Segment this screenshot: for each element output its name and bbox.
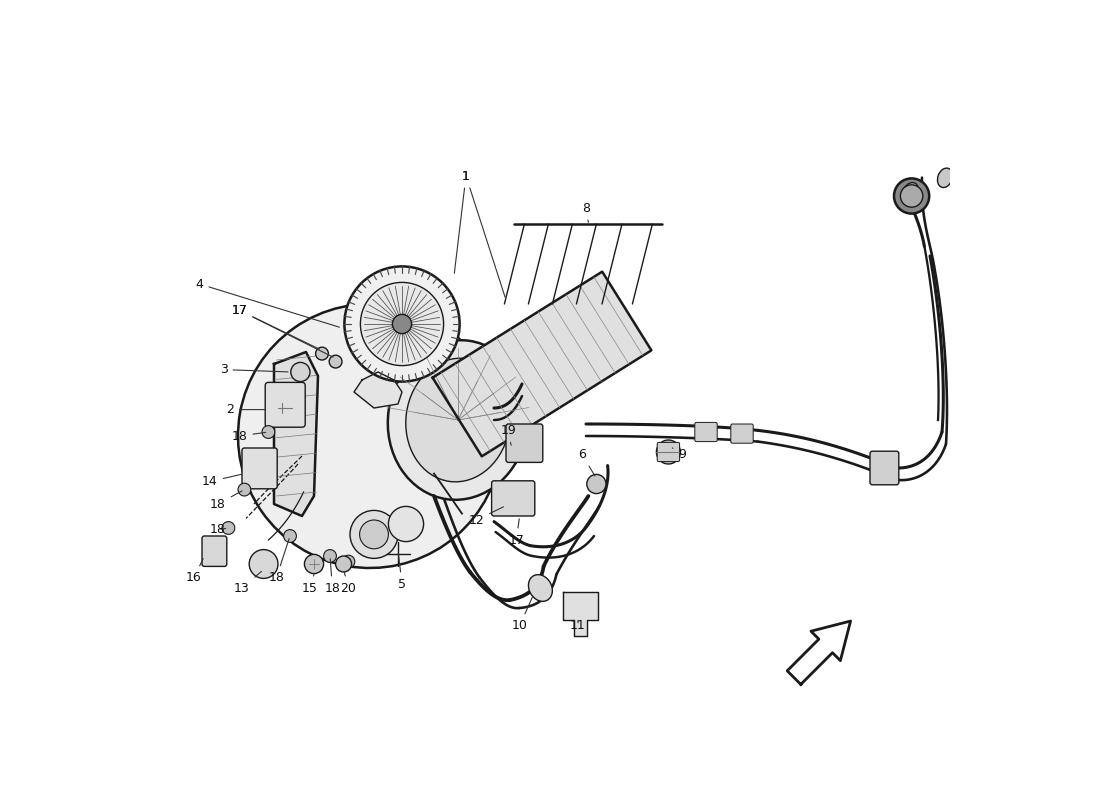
Circle shape bbox=[657, 440, 681, 464]
Text: 1: 1 bbox=[462, 170, 505, 298]
FancyBboxPatch shape bbox=[506, 424, 542, 462]
Text: 17: 17 bbox=[232, 304, 333, 357]
Polygon shape bbox=[563, 592, 598, 636]
Text: 2: 2 bbox=[227, 403, 265, 416]
Text: 18: 18 bbox=[232, 430, 265, 442]
Text: 6: 6 bbox=[579, 448, 595, 476]
Polygon shape bbox=[788, 621, 850, 684]
Polygon shape bbox=[274, 352, 318, 516]
Circle shape bbox=[336, 556, 352, 572]
FancyBboxPatch shape bbox=[265, 382, 305, 427]
Circle shape bbox=[222, 522, 234, 534]
Circle shape bbox=[586, 474, 606, 494]
Text: 18: 18 bbox=[324, 558, 340, 594]
Text: 1: 1 bbox=[454, 170, 470, 274]
Text: 14: 14 bbox=[202, 474, 242, 488]
Circle shape bbox=[316, 347, 329, 360]
Circle shape bbox=[329, 355, 342, 368]
Text: 16: 16 bbox=[186, 558, 204, 584]
Ellipse shape bbox=[902, 182, 918, 202]
Polygon shape bbox=[354, 372, 402, 408]
Circle shape bbox=[305, 554, 323, 574]
Ellipse shape bbox=[238, 304, 502, 568]
FancyBboxPatch shape bbox=[242, 448, 277, 489]
FancyBboxPatch shape bbox=[492, 481, 535, 516]
Text: 10: 10 bbox=[512, 596, 532, 632]
Text: 19: 19 bbox=[500, 424, 516, 446]
Circle shape bbox=[238, 483, 251, 496]
Circle shape bbox=[360, 520, 388, 549]
Text: 9: 9 bbox=[672, 448, 686, 461]
Text: 18: 18 bbox=[210, 491, 242, 510]
Circle shape bbox=[388, 506, 424, 542]
FancyBboxPatch shape bbox=[695, 422, 717, 442]
FancyBboxPatch shape bbox=[202, 536, 227, 566]
Polygon shape bbox=[432, 272, 651, 456]
FancyBboxPatch shape bbox=[657, 442, 680, 462]
Circle shape bbox=[344, 266, 460, 382]
FancyBboxPatch shape bbox=[730, 424, 754, 443]
Ellipse shape bbox=[528, 574, 552, 602]
Circle shape bbox=[393, 314, 411, 334]
Text: 12: 12 bbox=[469, 507, 504, 526]
Text: 15: 15 bbox=[302, 574, 318, 594]
Text: 4: 4 bbox=[196, 278, 339, 327]
Circle shape bbox=[361, 282, 443, 366]
Circle shape bbox=[323, 550, 337, 562]
Text: 13: 13 bbox=[234, 571, 262, 594]
Circle shape bbox=[262, 426, 275, 438]
Text: 8: 8 bbox=[582, 202, 590, 222]
Text: 11: 11 bbox=[570, 619, 586, 632]
Circle shape bbox=[250, 550, 278, 578]
Text: 20: 20 bbox=[341, 572, 356, 594]
FancyBboxPatch shape bbox=[870, 451, 899, 485]
Text: 5: 5 bbox=[398, 553, 406, 590]
Text: 18: 18 bbox=[268, 538, 289, 584]
Text: 17: 17 bbox=[508, 518, 525, 546]
Circle shape bbox=[894, 178, 930, 214]
Circle shape bbox=[290, 362, 310, 382]
Ellipse shape bbox=[388, 340, 528, 500]
Ellipse shape bbox=[937, 168, 953, 187]
Circle shape bbox=[284, 530, 296, 542]
Text: 18: 18 bbox=[210, 523, 225, 536]
Text: 3: 3 bbox=[220, 363, 288, 376]
Ellipse shape bbox=[406, 358, 510, 482]
Circle shape bbox=[342, 555, 355, 568]
Text: 17: 17 bbox=[232, 304, 319, 349]
Circle shape bbox=[901, 185, 923, 207]
Circle shape bbox=[350, 510, 398, 558]
